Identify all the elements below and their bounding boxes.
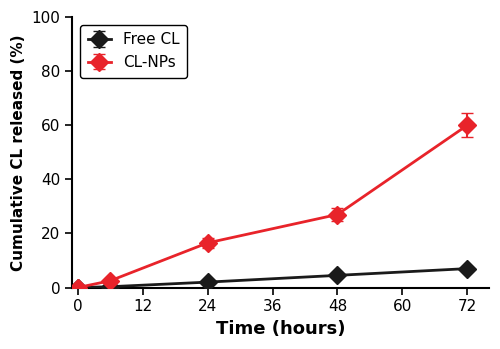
Legend: Free CL, CL-NPs: Free CL, CL-NPs: [80, 25, 187, 78]
X-axis label: Time (hours): Time (hours): [216, 320, 346, 338]
Y-axis label: Cumulative CL released (%): Cumulative CL released (%): [11, 34, 26, 270]
